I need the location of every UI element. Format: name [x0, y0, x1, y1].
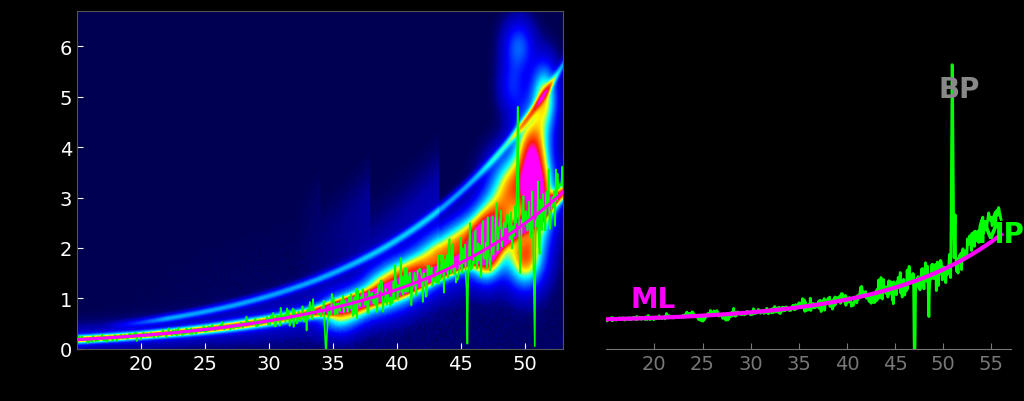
Text: MP: MP	[977, 220, 1024, 248]
Text: ML: ML	[631, 285, 676, 313]
Text: BP: BP	[938, 76, 980, 103]
